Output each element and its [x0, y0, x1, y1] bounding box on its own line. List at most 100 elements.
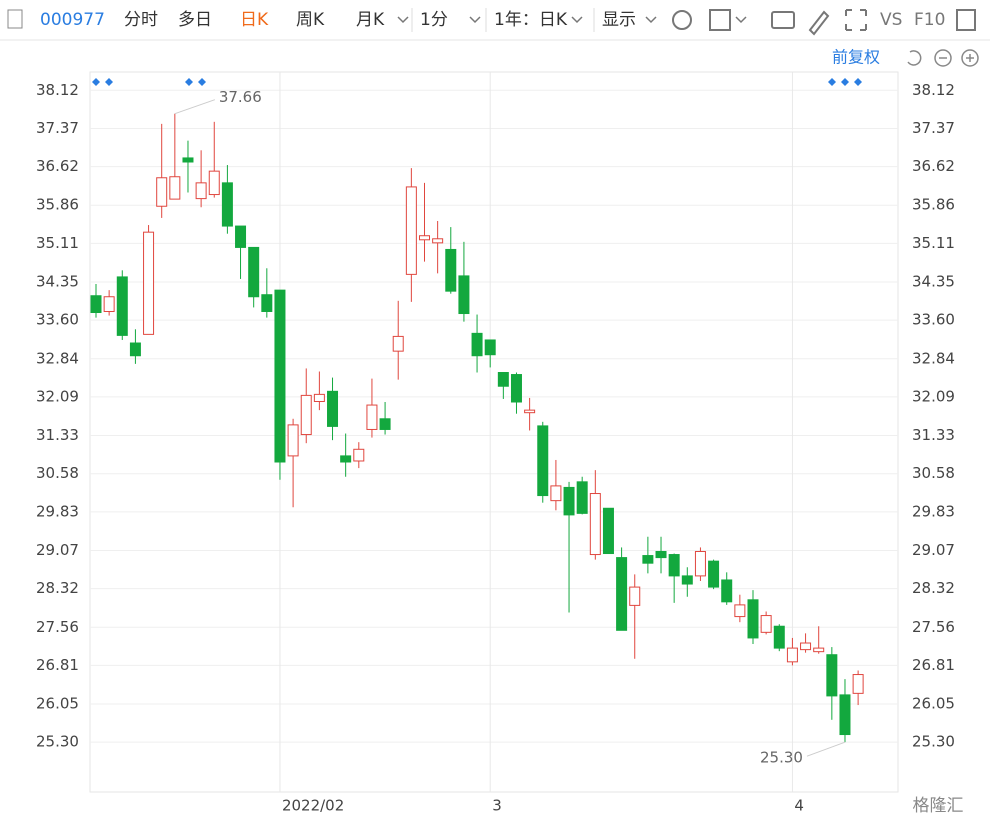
y-tick-label: 27.56 — [36, 618, 79, 636]
candle-body — [419, 235, 430, 241]
y-tick-label-right: 35.11 — [912, 234, 955, 252]
candle-body — [208, 170, 220, 196]
y-tick-label: 31.33 — [36, 426, 79, 444]
y-tick-label-right: 26.81 — [912, 656, 955, 674]
stock-code[interactable]: 000977 — [40, 10, 105, 30]
tab[interactable]: 分时 — [124, 10, 158, 30]
candle-body — [773, 625, 785, 649]
candle-body — [169, 176, 181, 200]
candle-body — [156, 177, 168, 207]
candle-body — [734, 604, 746, 618]
candle-body — [405, 186, 417, 275]
candle-body — [550, 485, 562, 502]
fullscreen-icon[interactable] — [845, 9, 867, 31]
candle-body — [813, 647, 825, 653]
y-tick-label: 33.60 — [36, 311, 79, 329]
candle-body — [747, 599, 759, 639]
y-tick-label: 30.58 — [36, 464, 79, 482]
box-icon[interactable] — [709, 9, 731, 31]
adjust-button[interactable]: 前复权 — [832, 48, 880, 67]
sidebar-icon[interactable] — [7, 9, 23, 29]
candle-body — [510, 374, 522, 403]
y-tick-label: 34.35 — [36, 273, 79, 291]
y-tick-label-right: 31.33 — [912, 426, 955, 444]
candle-body — [681, 575, 693, 585]
y-tick-label-right: 25.30 — [912, 733, 955, 751]
min-pointer — [806, 741, 846, 757]
plot-frame — [89, 71, 899, 793]
y-tick-label-right: 26.05 — [912, 695, 955, 713]
max-label: 37.66 — [219, 88, 262, 106]
candle-body — [760, 615, 772, 633]
candle-body — [839, 694, 851, 736]
x-tick-label: 4 — [794, 797, 804, 815]
y-tick-label: 26.81 — [36, 656, 79, 674]
camera-icon[interactable] — [771, 11, 795, 29]
f10-button[interactable]: F10 — [914, 10, 945, 30]
y-tick-label-right: 34.35 — [912, 273, 955, 291]
tab-active[interactable]: 日K — [240, 10, 269, 30]
candle-body — [287, 424, 299, 457]
candle-body — [616, 557, 628, 631]
y-tick-label-right: 27.56 — [912, 618, 955, 636]
y-tick-label-right: 32.84 — [912, 349, 955, 367]
zoom-in[interactable] — [961, 49, 979, 67]
candle-body — [668, 554, 680, 577]
undo-icon[interactable] — [907, 50, 922, 66]
vs-button[interactable]: VS — [880, 10, 902, 30]
tab[interactable]: 显示 — [602, 10, 636, 30]
candle-body — [589, 493, 601, 556]
y-tick-label-right: 36.62 — [912, 157, 955, 175]
candle-body — [261, 294, 273, 312]
candle-body — [484, 339, 496, 356]
candle-body — [576, 481, 588, 514]
pen-icon[interactable] — [808, 10, 830, 36]
y-tick-label: 29.07 — [36, 541, 79, 559]
watermark: 格隆汇 — [913, 796, 964, 816]
plot: 38.12 38.12 37.37 37.37 36.62 36.62 35.86 35.86… — [36, 72, 955, 815]
event-markers[interactable] — [92, 78, 862, 86]
candle-body — [392, 335, 404, 352]
candle-body — [524, 409, 536, 414]
tab[interactable]: 1年：日K — [494, 10, 568, 30]
panel-icon[interactable] — [956, 9, 976, 31]
min-label: 25.30 — [760, 749, 803, 767]
tab[interactable]: 多日 — [178, 10, 212, 30]
settings-icon[interactable] — [672, 10, 692, 30]
candle-body — [445, 248, 457, 292]
candle-body — [182, 157, 194, 163]
max-pointer — [174, 99, 216, 115]
candle-body — [353, 448, 365, 462]
candle-body — [221, 182, 233, 227]
candle-body — [629, 586, 641, 606]
y-tick-label-right: 37.37 — [912, 119, 955, 137]
y-tick-label-right: 28.32 — [912, 579, 955, 597]
tab[interactable]: 月K — [356, 10, 385, 30]
candle-body — [458, 275, 470, 315]
candle-body — [694, 550, 706, 577]
candle-body — [602, 507, 614, 555]
y-tick-label: 35.86 — [36, 196, 79, 214]
zoom-out[interactable] — [934, 49, 952, 67]
candle-body — [327, 390, 339, 427]
y-tick-label-right: 29.07 — [912, 541, 955, 559]
candle-body — [708, 560, 720, 588]
y-tick-label: 25.30 — [36, 733, 79, 751]
candle-body — [116, 276, 128, 336]
tab[interactable]: 周K — [296, 10, 325, 30]
candle-body — [655, 550, 667, 559]
y-tick-label: 35.11 — [36, 234, 79, 252]
candle-body — [852, 674, 864, 694]
y-tick-label-right: 32.09 — [912, 387, 955, 405]
candle-body — [340, 455, 352, 463]
y-tick-label: 26.05 — [36, 695, 79, 713]
y-tick-label: 28.32 — [36, 579, 79, 597]
candle-body — [800, 642, 812, 651]
y-tick-label-right: 35.86 — [912, 196, 955, 214]
tab[interactable]: 1分 — [420, 10, 448, 30]
candle-body — [274, 289, 286, 463]
candle-body — [642, 555, 654, 564]
candle-body — [471, 332, 483, 357]
y-tick-label: 32.09 — [36, 387, 79, 405]
